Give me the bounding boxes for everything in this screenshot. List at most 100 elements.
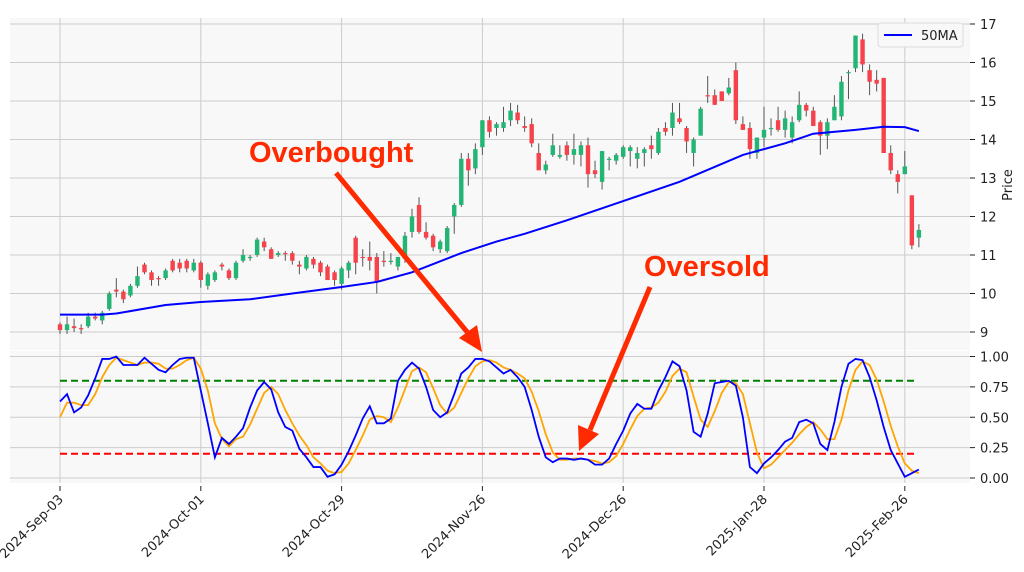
candle-up: [100, 312, 105, 321]
candle-up: [247, 256, 253, 259]
candle-up: [240, 255, 246, 261]
candles: [57, 33, 922, 334]
candle-down: [705, 95, 710, 97]
candle-up: [346, 262, 351, 271]
price-tick-label: 13: [980, 172, 997, 187]
y-axis-label: Price: [1001, 169, 1016, 201]
stochastic-tick-label: 0.75: [980, 381, 1009, 396]
candle-up: [254, 239, 260, 255]
x-tick-label: 2025-Feb-26: [843, 492, 912, 561]
candle-up: [107, 293, 112, 309]
candle-up: [789, 122, 795, 138]
candle-down: [804, 104, 809, 111]
candle-down: [170, 260, 175, 271]
candle-up: [508, 110, 513, 121]
candle-up: [599, 151, 605, 182]
candle-up: [691, 139, 696, 153]
candle-up: [621, 147, 626, 157]
candle-up: [628, 147, 633, 152]
x-tick-label: 2024-Nov-26: [419, 492, 489, 562]
x-tick-label: 2025-Jan-28: [704, 492, 771, 559]
candle-up: [163, 270, 168, 279]
candle-up: [571, 149, 577, 155]
price-tick-label: 17: [980, 18, 997, 33]
candle-down: [269, 249, 274, 259]
candle-down: [909, 195, 915, 246]
candle-up: [304, 256, 309, 269]
candle-up: [656, 131, 661, 153]
candle-down: [487, 120, 492, 132]
oversold-arrow-shaft: [587, 286, 653, 431]
candle-up: [670, 112, 675, 128]
candle-down: [895, 174, 900, 182]
candle-up: [135, 276, 140, 286]
candle-up: [128, 285, 133, 296]
candle-up: [825, 122, 830, 136]
candle-up: [85, 316, 91, 327]
candle-up: [205, 274, 211, 286]
candle-down: [775, 120, 781, 130]
candle-down: [381, 260, 387, 262]
candle-down: [747, 127, 753, 150]
candle-up: [64, 324, 70, 331]
stochastic-d-line: [59, 356, 920, 475]
candle-down: [416, 204, 422, 232]
candle-down: [811, 110, 816, 127]
candle-up: [501, 122, 506, 128]
candle-down: [677, 118, 682, 123]
stochastic-k-line: [59, 355, 920, 478]
candle-up: [276, 253, 281, 255]
x-tick-label: 2024-Oct-01: [139, 492, 207, 560]
candle-down: [325, 266, 330, 281]
candle-down: [353, 237, 358, 263]
oversold-annotation: Oversold: [578, 251, 770, 451]
candle-down: [311, 258, 316, 265]
candle-up: [642, 149, 647, 153]
candle-up: [550, 145, 555, 155]
candle-down: [297, 264, 302, 267]
candle-up: [768, 127, 774, 130]
candle-up: [409, 216, 415, 232]
overbought-annotation: Overbought: [249, 137, 482, 352]
stochastic-tick-label: 0.25: [980, 442, 1009, 457]
candle-up: [782, 118, 788, 130]
candle-up: [480, 120, 485, 148]
candle-down: [423, 231, 429, 238]
candle-up: [473, 149, 478, 169]
legend-label: 50MA: [921, 29, 958, 44]
candle-down: [219, 264, 225, 267]
x-tick-label: 2024-Dec-26: [560, 492, 630, 562]
candle-up: [494, 124, 499, 128]
candle-up: [459, 158, 464, 205]
candle-down: [733, 70, 739, 121]
candle-down: [283, 253, 288, 255]
candle-down: [867, 70, 872, 82]
price-tick-label: 16: [980, 57, 997, 72]
candle-up: [698, 108, 703, 136]
candle-down: [332, 272, 337, 281]
candle-up: [797, 104, 802, 121]
stochastic-tick-label: 0.50: [980, 411, 1009, 426]
candle-up: [437, 241, 443, 250]
x-tick-label: 2024-Sep-03: [0, 492, 67, 562]
candle-down: [874, 79, 879, 84]
price-tick-label: 14: [980, 134, 997, 149]
overbought-arrow-head: [459, 325, 482, 352]
candle-down: [226, 270, 232, 279]
candle-down: [184, 260, 189, 269]
candle-up: [445, 228, 450, 252]
candle-up: [557, 154, 563, 157]
candle-up: [916, 229, 922, 238]
candle-down: [149, 272, 154, 281]
grid: [10, 18, 970, 483]
candle-down: [564, 145, 570, 155]
candle-up: [191, 262, 196, 271]
candle-down: [156, 278, 161, 280]
price-tick-label: 15: [980, 95, 997, 110]
price-tick-label: 11: [980, 249, 997, 264]
ma50-line: [60, 125, 920, 316]
candle-down: [367, 256, 372, 261]
candle-up: [452, 204, 457, 217]
price-tick-label: 12: [980, 211, 997, 226]
